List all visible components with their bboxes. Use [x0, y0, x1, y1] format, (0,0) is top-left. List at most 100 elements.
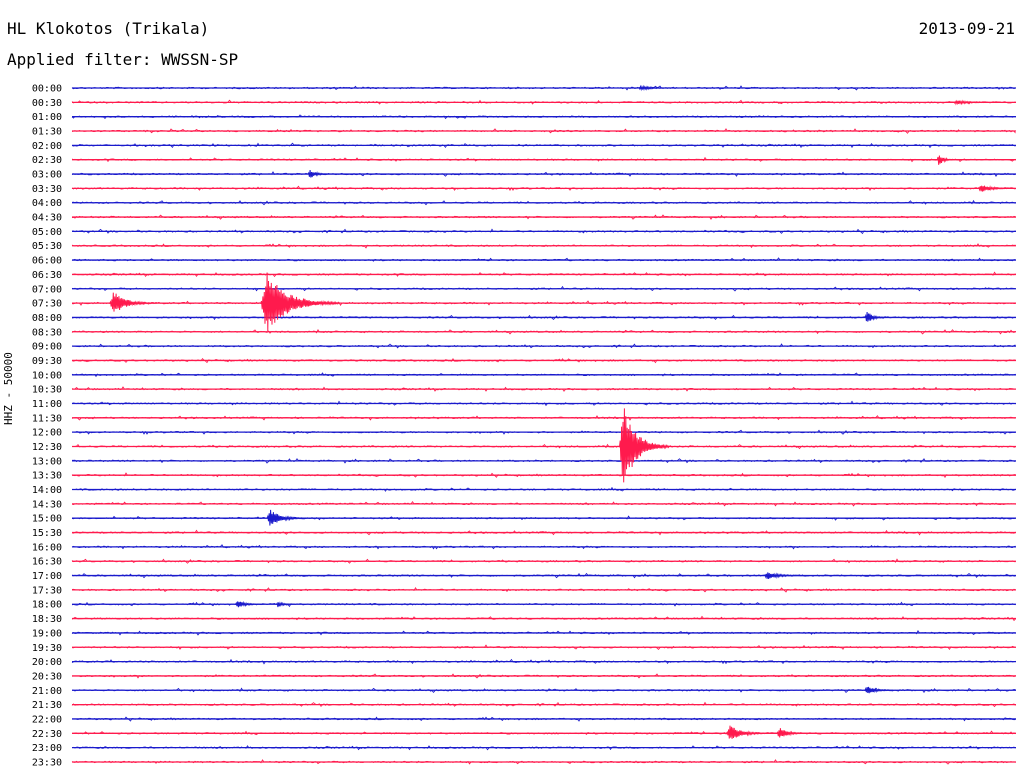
trace-noise: [71, 529, 1016, 536]
seismic-event: [109, 292, 157, 312]
trace-noise: [71, 572, 1016, 579]
trace-noise: [71, 214, 1016, 220]
time-tick-label: 07:30: [32, 299, 62, 310]
time-tick-label: 21:00: [32, 686, 62, 697]
time-tick-label: 22:00: [32, 714, 62, 725]
seismic-event: [864, 312, 887, 322]
seismic-event: [763, 572, 805, 579]
time-tick-label: 06:00: [32, 256, 62, 267]
time-tick-label: 15:30: [32, 528, 62, 539]
trace-noise: [71, 386, 1016, 392]
trace-noise: [71, 759, 1016, 765]
time-tick-label: 00:30: [32, 98, 62, 109]
seismic-event: [936, 155, 956, 165]
time-tick-label: 01:30: [32, 127, 62, 138]
trace-noise: [71, 243, 1016, 249]
trace-noise: [71, 372, 1016, 378]
time-tick-label: 11:00: [32, 399, 62, 410]
trace-rows: 00:00 00:30 01:00 01:30 02:00 02:30 03:00 03:30…: [32, 84, 1016, 768]
trace-noise: [71, 501, 1016, 507]
time-tick-label: 04:00: [32, 198, 62, 209]
time-tick-label: 17:00: [32, 571, 62, 582]
time-tick-label: 10:00: [32, 370, 62, 381]
time-tick-label: 09:00: [32, 342, 62, 353]
seismic-event: [307, 169, 333, 178]
trace-noise: [71, 271, 1016, 278]
time-tick-label: 12:30: [32, 442, 62, 453]
time-tick-label: 10:30: [32, 385, 62, 396]
trace-noise: [71, 128, 1016, 134]
trace-noise: [71, 257, 1016, 262]
seismic-event: [952, 99, 1001, 106]
seismic-event: [266, 509, 308, 526]
seismic-event: [638, 84, 676, 92]
time-tick-label: 14:00: [32, 485, 62, 496]
time-tick-label: 08:00: [32, 313, 62, 324]
trace-noise: [71, 343, 1016, 349]
seismic-event: [726, 725, 771, 739]
time-tick-label: 09:30: [32, 356, 62, 367]
trace-noise: [71, 716, 1016, 722]
time-tick-label: 14:30: [32, 499, 62, 510]
time-tick-label: 05:30: [32, 241, 62, 252]
time-tick-label: 04:30: [32, 213, 62, 224]
time-tick-label: 07:00: [32, 284, 62, 295]
time-tick-label: 12:00: [32, 428, 62, 439]
trace-noise: [71, 328, 1016, 335]
trace-noise: [71, 314, 1016, 321]
time-tick-label: 00:00: [32, 84, 62, 95]
time-tick-label: 15:00: [32, 514, 62, 525]
trace-noise: [71, 644, 1016, 651]
trace-noise: [71, 658, 1016, 665]
trace-noise: [71, 673, 1016, 679]
trace-noise: [71, 443, 1016, 450]
trace-noise: [71, 171, 1016, 177]
time-tick-label: 01:00: [32, 112, 62, 123]
trace-noise: [71, 199, 1016, 206]
date-label: 2013-09-21: [918, 19, 1015, 38]
trace-noise: [71, 99, 1016, 105]
trace-noise: [71, 114, 1016, 120]
trace-noise: [71, 615, 1016, 622]
time-tick-label: 21:30: [32, 700, 62, 711]
trace-noise: [71, 486, 1016, 492]
seismic-event: [864, 686, 894, 694]
station-title: HL Klokotos (Trikala): [7, 19, 210, 38]
seismic-event: [776, 728, 808, 738]
time-tick-label: 20:30: [32, 671, 62, 682]
trace-noise: [71, 587, 1016, 593]
trace-noise: [71, 730, 1016, 736]
time-tick-label: 11:30: [32, 413, 62, 424]
time-tick-label: 03:30: [32, 184, 62, 195]
time-tick-label: 20:00: [32, 657, 62, 668]
trace-noise: [71, 458, 1016, 464]
trace-noise: [71, 142, 1016, 149]
time-tick-label: 02:30: [32, 155, 62, 166]
seismic-event: [276, 601, 295, 608]
trace-noise: [71, 85, 1016, 91]
time-tick-label: 18:30: [32, 614, 62, 625]
trace-noise: [71, 601, 1016, 608]
trace-noise: [71, 300, 1016, 306]
time-tick-label: 03:00: [32, 170, 62, 181]
trace-noise: [71, 429, 1016, 435]
seismic-event: [619, 408, 670, 483]
time-tick-label: 19:30: [32, 643, 62, 654]
trace-noise: [71, 544, 1016, 550]
time-tick-label: 16:30: [32, 557, 62, 568]
time-tick-label: 19:00: [32, 628, 62, 639]
trace-noise: [71, 687, 1016, 694]
trace-noise: [71, 515, 1016, 521]
trace-noise: [71, 415, 1016, 421]
trace-noise: [71, 357, 1016, 364]
time-tick-label: 23:30: [32, 757, 62, 768]
seismic-event: [977, 185, 1016, 192]
trace-noise: [71, 472, 1016, 479]
trace-noise: [71, 156, 1016, 163]
trace-noise: [71, 701, 1016, 708]
time-tick-label: 23:00: [32, 743, 62, 754]
trace-noise: [71, 745, 1016, 751]
trace-noise: [71, 285, 1016, 292]
seismic-event: [260, 272, 340, 332]
